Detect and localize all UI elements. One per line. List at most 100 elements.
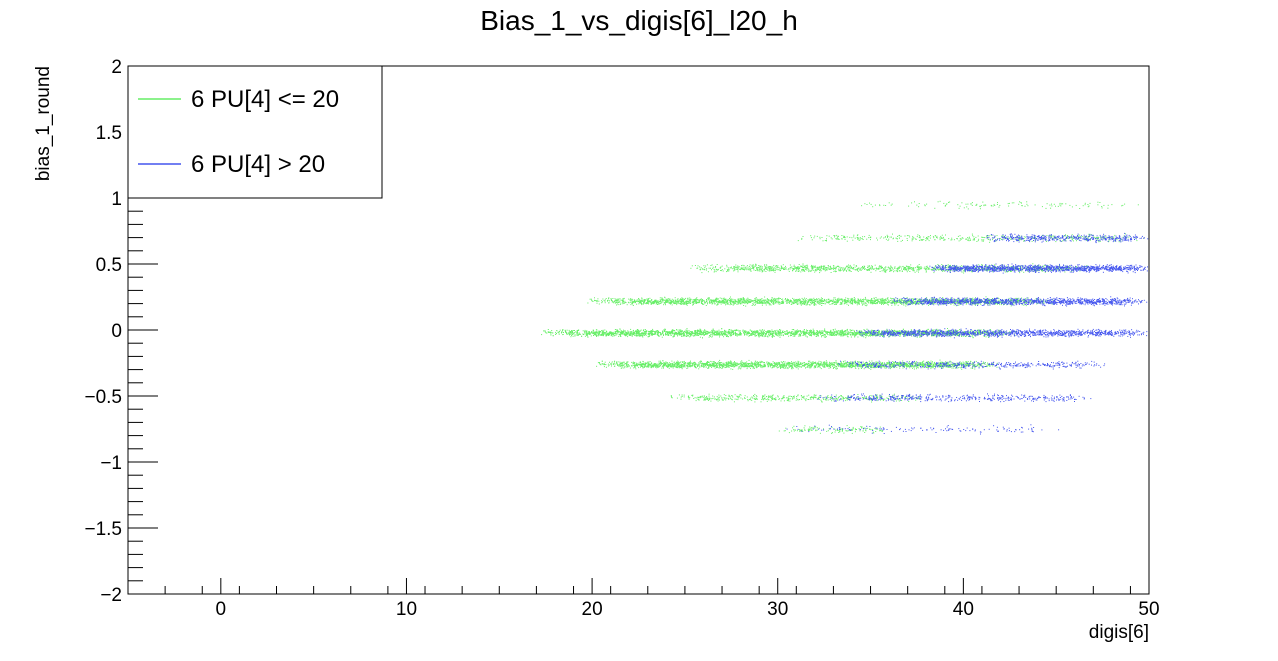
scatter-point	[872, 268, 874, 270]
scatter-point	[661, 297, 663, 299]
scatter-point	[955, 303, 957, 305]
scatter-point	[752, 303, 754, 305]
scatter-point	[776, 301, 778, 303]
scatter-point	[913, 268, 915, 270]
scatter-point	[838, 299, 840, 301]
scatter-point	[858, 269, 860, 271]
scatter-point	[729, 297, 730, 299]
scatter-point	[817, 300, 819, 302]
scatter-point	[754, 304, 756, 306]
scatter-point	[1023, 271, 1025, 273]
scatter-point	[781, 302, 783, 304]
scatter-point	[1019, 238, 1021, 239]
scatter-point	[726, 303, 728, 305]
scatter-point	[727, 267, 729, 269]
scatter-point	[1079, 270, 1081, 272]
scatter-point	[855, 269, 857, 271]
scatter-point	[908, 303, 910, 305]
scatter-point	[916, 204, 918, 206]
scatter-point	[858, 301, 860, 303]
scatter-point	[955, 305, 957, 307]
scatter-point	[835, 266, 837, 268]
scatter-point	[749, 301, 750, 303]
scatter-point	[856, 300, 858, 302]
scatter-point	[698, 301, 700, 303]
scatter-point	[863, 303, 865, 305]
scatter-point	[854, 269, 856, 271]
scatter-point	[1062, 240, 1064, 242]
scatter-point	[849, 265, 851, 267]
scatter-point	[880, 299, 882, 301]
scatter-point	[882, 297, 884, 299]
scatter-point	[674, 301, 676, 303]
scatter-point	[669, 298, 671, 300]
scatter-point	[793, 301, 795, 303]
scatter-point	[676, 301, 678, 302]
scatter-point	[771, 269, 772, 271]
scatter-point	[970, 203, 972, 205]
scatter-point	[980, 300, 982, 302]
scatter-point	[814, 271, 816, 273]
scatter-point	[897, 304, 899, 306]
scatter-point	[925, 269, 927, 271]
scatter-point	[857, 300, 859, 302]
scatter-point	[853, 298, 855, 300]
scatter-point	[800, 303, 802, 304]
scatter-point	[667, 298, 669, 299]
scatter-point	[1044, 271, 1046, 273]
scatter-point	[680, 298, 681, 300]
series-1-points	[541, 200, 1145, 434]
scatter-point	[719, 267, 721, 269]
scatter-point	[752, 265, 754, 267]
scatter-point	[798, 299, 799, 300]
scatter-point	[748, 301, 750, 303]
scatter-point	[752, 267, 754, 268]
scatter-point	[957, 235, 959, 237]
scatter-point	[733, 301, 735, 303]
scatter-point	[767, 269, 769, 271]
scatter-point	[755, 263, 757, 265]
scatter-point	[665, 301, 667, 303]
scatter-point	[863, 268, 865, 270]
scatter-point	[965, 238, 967, 240]
scatter-point	[1072, 237, 1074, 239]
scatter-point	[851, 300, 853, 302]
scatter-point	[833, 297, 835, 299]
scatter-point	[918, 266, 920, 268]
scatter-point	[745, 267, 747, 269]
scatter-point	[804, 303, 806, 305]
scatter-point	[879, 302, 880, 304]
scatter-point	[767, 266, 769, 268]
scatter-point	[973, 238, 975, 239]
scatter-point	[1010, 238, 1012, 240]
scatter-point	[1086, 239, 1088, 241]
scatter-point	[854, 266, 856, 268]
scatter-point	[807, 265, 809, 267]
scatter-point	[763, 299, 764, 301]
scatter-point	[862, 266, 863, 268]
scatter-point	[1001, 266, 1002, 268]
scatter-point	[735, 269, 737, 270]
scatter-point	[953, 270, 955, 272]
scatter-point	[906, 302, 908, 304]
scatter-point	[882, 301, 884, 303]
scatter-point	[908, 268, 910, 270]
scatter-point	[1046, 235, 1048, 237]
scatter-point	[705, 301, 707, 303]
scatter-point	[1045, 207, 1047, 209]
scatter-point	[1103, 204, 1105, 206]
scatter-point	[981, 240, 983, 242]
scatter-point	[760, 299, 762, 301]
scatter-point	[807, 299, 809, 301]
scatter-point	[909, 271, 911, 272]
scatter-point	[618, 298, 620, 300]
scatter-point	[912, 268, 914, 270]
scatter-point	[989, 267, 991, 268]
scatter-point	[1003, 236, 1005, 238]
scatter-point	[877, 301, 879, 303]
scatter-point	[715, 297, 717, 299]
scatter-point	[876, 237, 878, 239]
scatter-point	[736, 266, 738, 268]
scatter-point	[937, 299, 939, 301]
scatter-point	[919, 267, 921, 269]
